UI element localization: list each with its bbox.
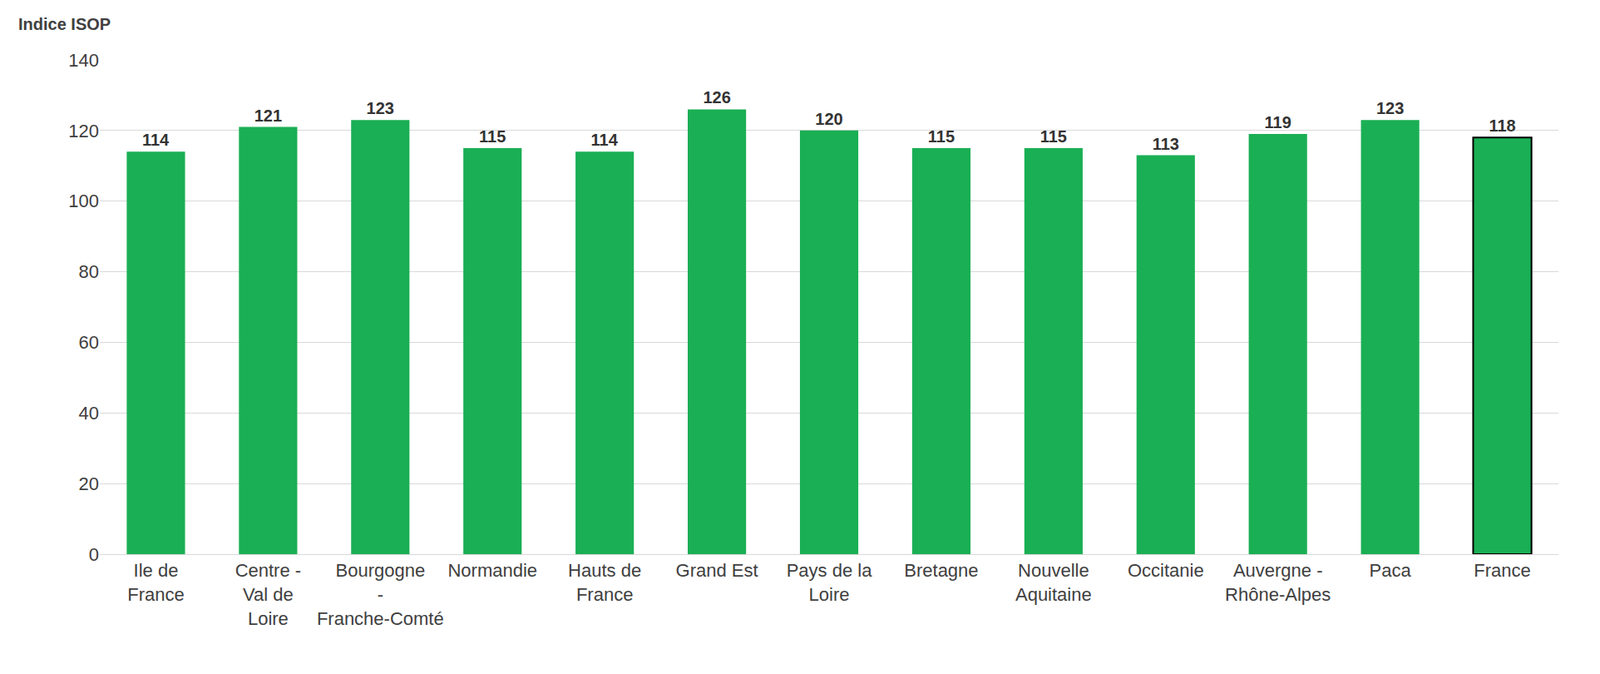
svg-text:0: 0 [88, 543, 99, 565]
svg-text:120: 120 [68, 120, 99, 142]
svg-text:20: 20 [79, 473, 99, 494]
svg-text:114: 114 [591, 130, 619, 149]
svg-text:Paca: Paca [1369, 559, 1413, 581]
svg-text:123: 123 [366, 98, 395, 118]
svg-text:Pays de laLoire: Pays de laLoire [786, 559, 873, 605]
svg-text:80: 80 [79, 261, 99, 282]
svg-text:121: 121 [254, 106, 282, 125]
svg-text:126: 126 [702, 88, 731, 107]
svg-text:100: 100 [68, 190, 99, 212]
svg-text:Bourgogne-Franche-Comté: Bourgogne-Franche-Comté [316, 559, 445, 628]
svg-text:115: 115 [1040, 127, 1067, 146]
svg-text:Auvergne -Rhône-Alpes: Auvergne -Rhône-Alpes [1224, 559, 1331, 605]
svg-text:140: 140 [68, 49, 99, 71]
svg-text:40: 40 [79, 402, 99, 424]
svg-text:120: 120 [814, 109, 843, 129]
svg-text:Normandie: Normandie [447, 559, 538, 581]
svg-text:114: 114 [142, 130, 170, 149]
svg-text:Indice ISOP: Indice ISOP [18, 14, 111, 34]
svg-text:119: 119 [1264, 113, 1292, 132]
svg-text:60: 60 [79, 331, 99, 353]
svg-text:115: 115 [928, 127, 955, 146]
svg-text:NouvelleAquitaine: NouvelleAquitaine [1015, 559, 1092, 605]
svg-text:Grand Est: Grand Est [676, 559, 759, 581]
svg-text:123: 123 [1376, 98, 1404, 118]
svg-text:Bretagne: Bretagne [903, 559, 978, 581]
svg-text:Centre -Val deLoire: Centre -Val deLoire [235, 559, 302, 628]
svg-text:France: France [1473, 559, 1531, 581]
svg-text:113: 113 [1152, 134, 1180, 154]
svg-text:115: 115 [479, 127, 506, 146]
svg-text:Hauts deFrance: Hauts deFrance [567, 559, 642, 605]
svg-text:Occitanie: Occitanie [1127, 559, 1205, 581]
svg-text:118: 118 [1488, 116, 1516, 135]
svg-text:Ile deFrance: Ile deFrance [127, 559, 184, 605]
